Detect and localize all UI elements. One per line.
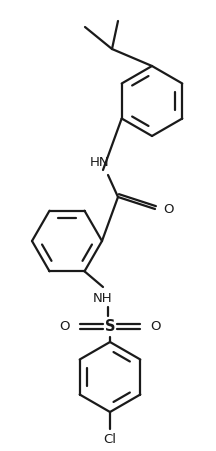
Text: S: S: [105, 319, 115, 334]
Text: O: O: [59, 320, 70, 333]
Text: HN: HN: [90, 156, 110, 169]
Text: Cl: Cl: [103, 433, 116, 446]
Text: NH: NH: [93, 291, 113, 304]
Text: O: O: [163, 203, 173, 216]
Text: O: O: [150, 320, 160, 333]
